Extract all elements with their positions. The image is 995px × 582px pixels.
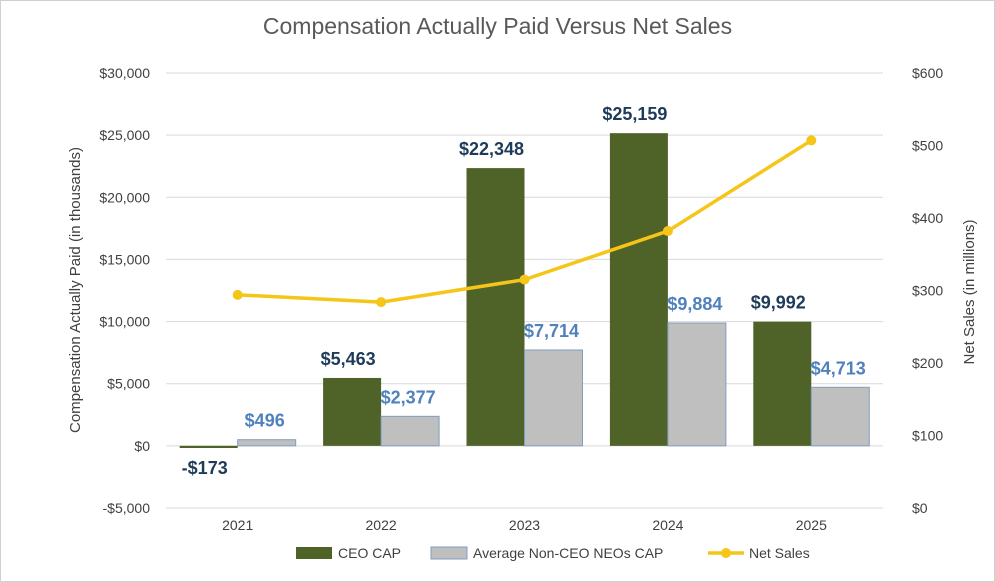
- bar-layer: [179, 133, 870, 449]
- data-label-ceo: -$173: [182, 458, 228, 478]
- bar-neo-cap: [380, 415, 440, 447]
- y2-tick-label: $500: [912, 138, 943, 154]
- legend-label-net-sales: Net Sales: [749, 545, 810, 561]
- y-tick-label: $0: [134, 438, 150, 454]
- legend-swatch-ceo: [296, 547, 332, 559]
- net-sales-point: [376, 297, 387, 308]
- bar-neo-cap: [237, 439, 297, 447]
- y-tick-label: $25,000: [99, 127, 150, 143]
- y-axis-title: Compensation Actually Paid (in thousands…: [67, 147, 84, 433]
- data-label-neo: $7,714: [524, 321, 579, 341]
- bar-ceo-cap: [609, 133, 668, 446]
- data-label-neo: $496: [245, 411, 285, 431]
- net-sales-point: [662, 226, 673, 237]
- y2-tick-label: $100: [912, 428, 943, 444]
- data-label-ceo: $5,463: [321, 349, 376, 369]
- y2-tick-label: $400: [912, 210, 943, 226]
- legend-swatch-neo: [430, 546, 468, 560]
- x-tick-label: 2023: [509, 517, 540, 533]
- data-label-ceo: $9,992: [751, 293, 806, 313]
- chart-title: Compensation Actually Paid Versus Net Sa…: [262, 13, 733, 39]
- y-tick-label: $20,000: [99, 189, 150, 205]
- y2-tick-label: $600: [912, 65, 943, 81]
- y2-axis-title: Net Sales (in millions): [961, 219, 978, 364]
- bar-ceo-cap: [753, 321, 812, 446]
- y2-tick-label: $300: [912, 283, 943, 299]
- y-tick-label: -$5,000: [103, 500, 151, 516]
- bar-neo-cap: [524, 349, 583, 447]
- net-sales-point: [232, 289, 243, 300]
- y-tick-label: $10,000: [99, 314, 150, 330]
- x-tick-label: 2022: [366, 517, 397, 533]
- bar-ceo-cap: [466, 168, 525, 446]
- data-label-neo: $4,713: [811, 358, 866, 378]
- y2-tick-label: $0: [912, 500, 928, 516]
- bar-ceo-cap: [179, 445, 238, 449]
- y2-tick-label: $200: [912, 355, 943, 371]
- legend-label-neo: Average Non-CEO NEOs CAP: [473, 545, 663, 561]
- data-label-ceo: $25,159: [602, 104, 667, 124]
- net-sales-point: [519, 274, 530, 285]
- data-label-layer: -$173 $496 $5,463$2,377 $22,348 $7,714 $25,15…: [182, 104, 866, 478]
- x-tick-label: 2024: [652, 517, 683, 533]
- x-tick-label: 2021: [222, 517, 253, 533]
- legend: CEO CAP Average Non-CEO NEOs CAP Net Sales: [296, 545, 810, 561]
- net-sales-point: [806, 135, 817, 146]
- y-tick-label: $30,000: [99, 65, 150, 81]
- data-label-neo: $9,884: [667, 294, 722, 314]
- bar-neo-cap: [810, 386, 870, 447]
- line-layer: [232, 135, 817, 308]
- legend-marker-net-sales: [721, 548, 731, 558]
- data-label-neo: $2,377: [381, 387, 436, 407]
- bar-neo-cap: [667, 322, 727, 447]
- axis-layer: -$5,000 $0 $5,000 $10,000 $15,000 $20,000 $25,…: [67, 65, 978, 533]
- legend-label-ceo: CEO CAP: [338, 545, 401, 561]
- y-tick-label: $5,000: [107, 376, 150, 392]
- bar-ceo-cap: [323, 377, 382, 446]
- y-tick-label: $15,000: [99, 251, 150, 267]
- x-tick-label: 2025: [796, 517, 827, 533]
- data-label-ceo: $22,348: [459, 139, 524, 159]
